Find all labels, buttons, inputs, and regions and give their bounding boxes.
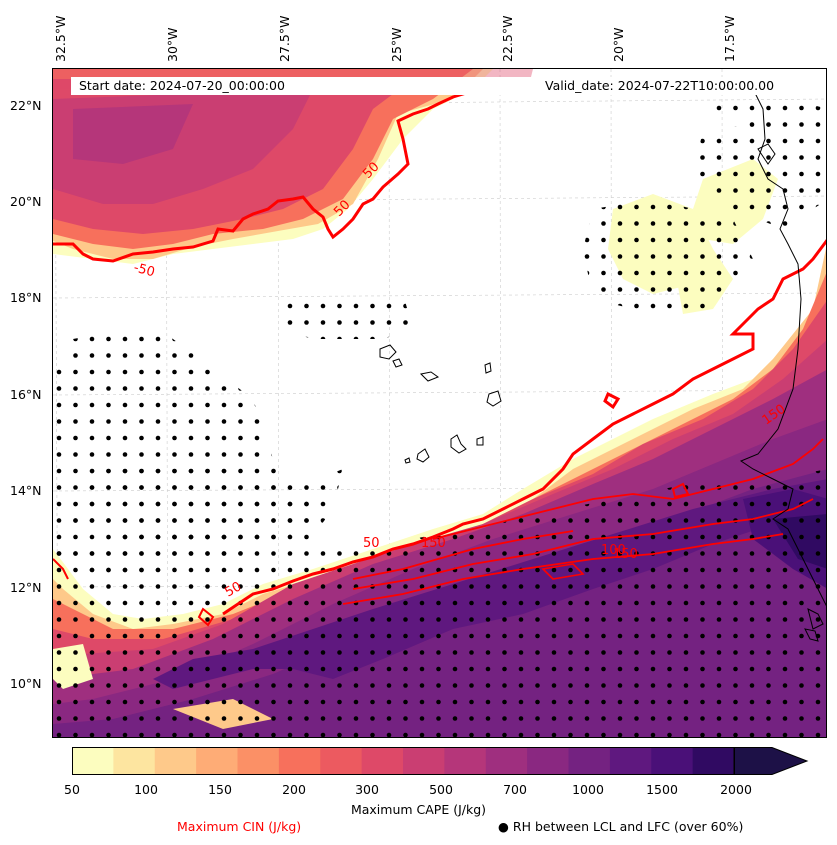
valid-date-text: Valid_date: 2024-07-22T10:00:00.00: [545, 78, 775, 93]
contour-label: 50: [363, 536, 380, 551]
colorbar-tick: 150: [208, 782, 232, 797]
colorbar-cell: [320, 747, 363, 775]
start-date-text: Start date: 2024-07-20_00:00:00: [79, 78, 285, 93]
lon-label: 27.5°W: [277, 15, 292, 62]
cape-cin-map: 50 50 -50 150 150 150 100 50 50: [53, 69, 826, 737]
colorbar-cell: [361, 747, 404, 775]
colorbar-tick: 200: [282, 782, 306, 797]
contour-label: 100: [601, 543, 626, 558]
lon-label: 25°W: [389, 27, 404, 62]
colorbar-cell: [527, 747, 570, 775]
colorbar-cell: [237, 747, 280, 775]
lat-label: 18°N: [10, 290, 42, 305]
contour-label: 150: [421, 536, 446, 551]
colorbar-tick: 1500: [646, 782, 678, 797]
colorbar-cell: [485, 747, 528, 775]
colorbar-tick: 500: [429, 782, 453, 797]
cape-field-north: [53, 69, 533, 264]
colorbar-cells: [72, 747, 735, 775]
lon-label: 30°W: [165, 27, 180, 62]
lat-label: 12°N: [10, 580, 42, 595]
colorbar-cell: [278, 747, 321, 775]
colorbar-tick: 300: [355, 782, 379, 797]
colorbar-tick: 1000: [572, 782, 604, 797]
colorbar-cell: [444, 747, 487, 775]
colorbar-cell: [568, 747, 611, 775]
lon-label: 32.5°W: [53, 15, 68, 62]
colorbar-cell: [113, 747, 156, 775]
colorbar-extend-arrow: [733, 747, 809, 775]
contour-label: -50: [132, 260, 156, 280]
valid-date-label: Valid_date: 2024-07-22T10:00:00.00: [541, 77, 805, 95]
map-panel: 50 50 -50 150 150 150 100 50 50: [52, 68, 827, 738]
start-date-label: Start date: 2024-07-20_00:00:00: [71, 77, 541, 95]
colorbar-cell: [196, 747, 239, 775]
lon-label: 17.5°W: [722, 15, 737, 62]
lat-label: 20°N: [10, 194, 42, 209]
colorbar-tick: 100: [134, 782, 158, 797]
lat-label: 10°N: [10, 676, 42, 691]
lon-label: 20°W: [611, 27, 626, 62]
contour-label: 50: [223, 579, 245, 600]
rh-legend-label: ● RH between LCL and LFC (over 60%): [498, 819, 744, 834]
colorbar-tick: 700: [503, 782, 527, 797]
lat-label: 16°N: [10, 387, 42, 402]
colorbar-cell: [651, 747, 694, 775]
colorbar-cell: [692, 747, 735, 775]
colorbar-cell: [403, 747, 445, 775]
cin-contours: [53, 77, 826, 627]
contour-label: 150: [613, 547, 638, 562]
colorbar-label: Maximum CAPE (J/kg): [350, 802, 487, 817]
colorbar-cell: [609, 747, 652, 775]
colorbar: [72, 747, 809, 775]
colorbar-cell: [154, 747, 197, 775]
lat-label: 14°N: [10, 483, 42, 498]
colorbar-tick: 2000: [720, 782, 752, 797]
colorbar-cell: [72, 747, 114, 775]
lat-label: 22°N: [10, 98, 42, 113]
coastlines: [379, 88, 826, 642]
colorbar-tick: 50: [64, 782, 80, 797]
colorbar-outline: [72, 747, 735, 775]
lon-label: 22.5°W: [500, 15, 515, 62]
cin-legend-label: Maximum CIN (J/kg): [177, 819, 302, 834]
